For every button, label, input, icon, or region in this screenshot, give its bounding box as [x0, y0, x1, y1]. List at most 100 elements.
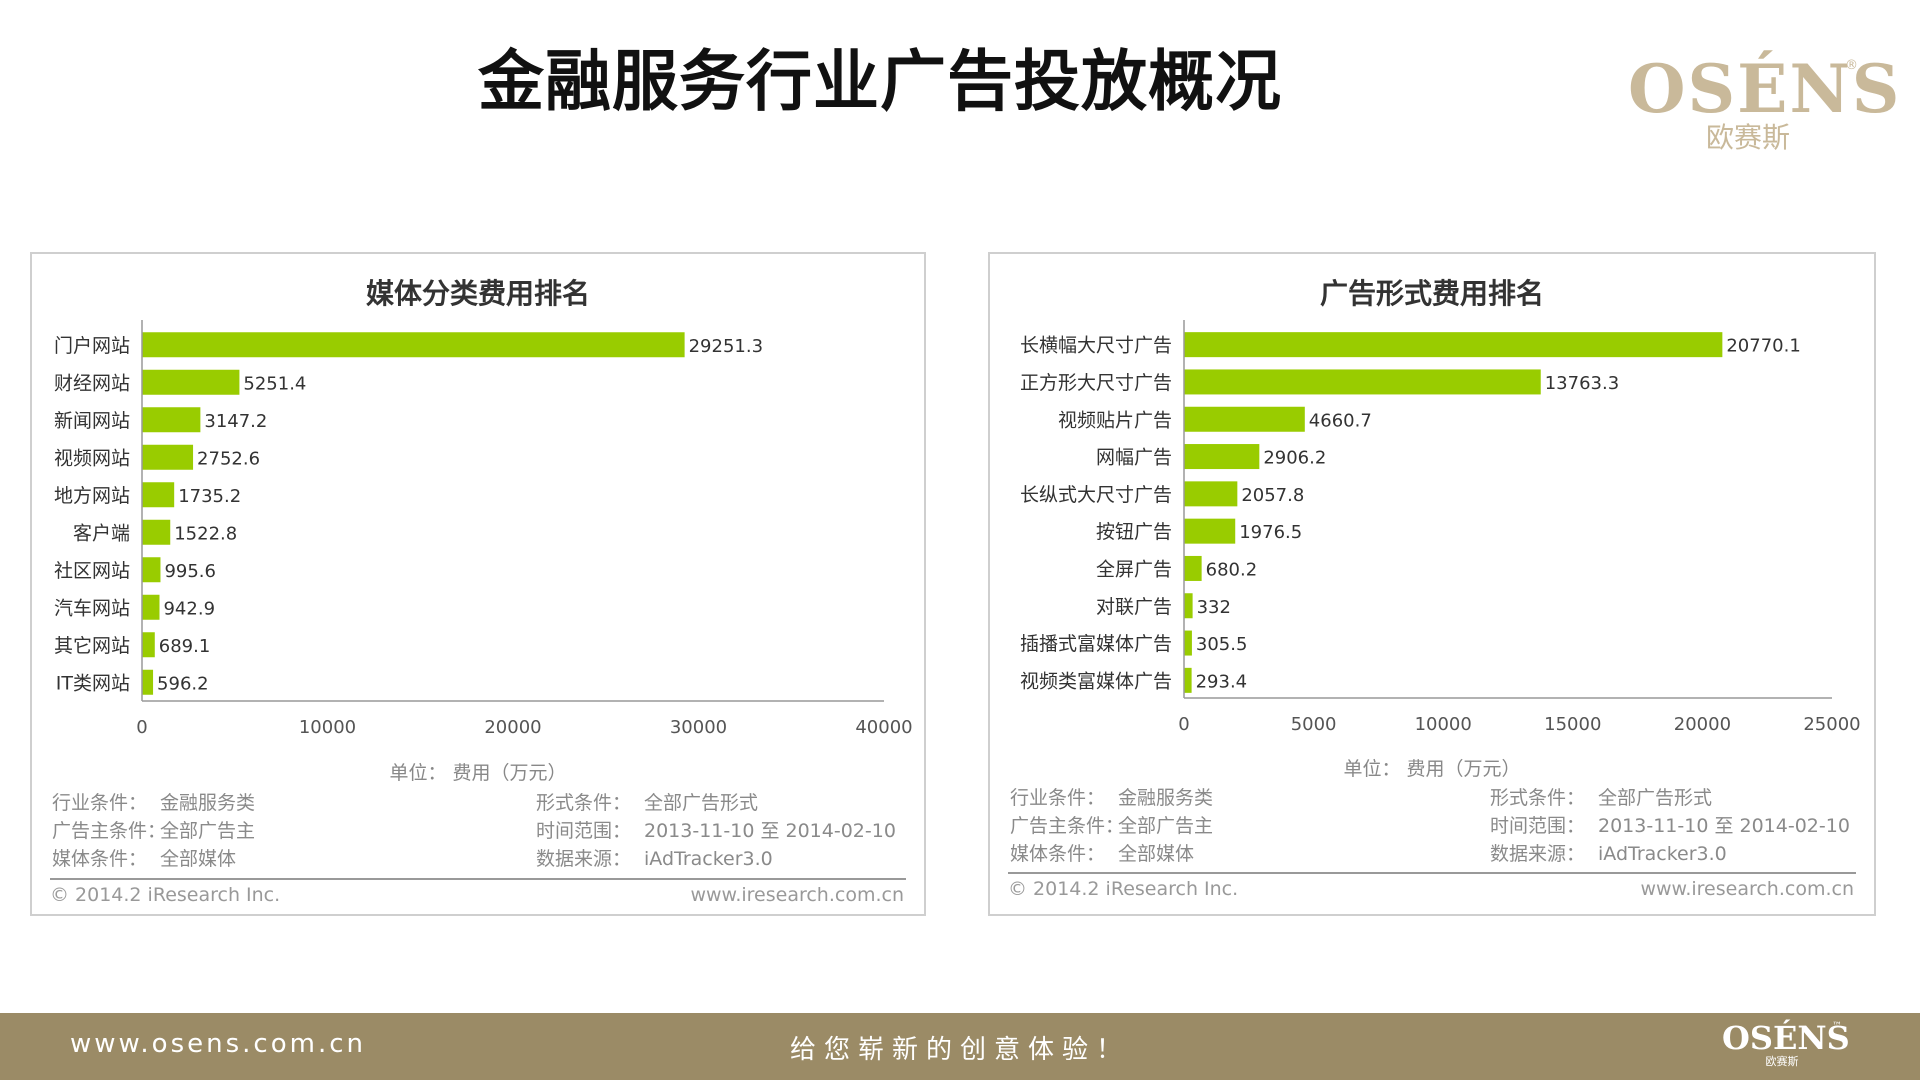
footer-website-link[interactable]: www.osens.com.cn: [70, 1029, 366, 1059]
footer-logo-subtitle: 欧赛斯: [1765, 1055, 1799, 1068]
bar: [1184, 555, 1202, 581]
bar: [1184, 444, 1260, 470]
category-label: 全屏广告: [1096, 558, 1172, 580]
chart-title: 广告形式费用排名: [1319, 277, 1544, 310]
category-label: 视频类富媒体广告: [1020, 670, 1172, 692]
x-tick-label: 0: [1178, 714, 1189, 735]
media-category-chart-panel: 媒体分类费用排名 门户网站 29251.3 财经网站 5251.4 新闻网站 3147.2…: [30, 252, 926, 916]
category-label: 长横幅大尺寸广告: [1020, 335, 1172, 357]
meta-row: 数据来源： iAdTracker3.0: [536, 848, 773, 870]
value-label: 4660.7: [1309, 410, 1372, 431]
divider: [1008, 872, 1856, 874]
x-tick-label: 10000: [299, 717, 356, 738]
meta-row: 时间范围： 2013-11-10 至 2014-02-10: [536, 820, 896, 842]
category-label: 插播式富媒体广告: [1020, 633, 1172, 655]
bar: [142, 332, 685, 358]
bar: [1184, 369, 1541, 395]
divider: [50, 878, 906, 880]
bar: [142, 632, 155, 658]
value-label: 5251.4: [243, 373, 306, 394]
unit-label: 单位： 费用（万元）: [1343, 758, 1521, 780]
value-label: 680.2: [1206, 559, 1258, 580]
meta-row: 形式条件： 全部广告形式: [1490, 787, 1713, 809]
value-label: 995.6: [164, 561, 216, 582]
bar: [142, 594, 160, 620]
bar: [1184, 630, 1192, 656]
logo-subtitle: 欧赛斯: [1705, 121, 1790, 154]
logo-mark: OSÉNS: [1628, 50, 1902, 128]
footer-bar: www.osens.com.cn 给您崭新的创意体验！ OSÉNS ™ 欧赛斯: [0, 1013, 1920, 1080]
meta-row: 时间范围： 2013-11-10 至 2014-02-10: [1490, 815, 1850, 837]
x-tick-label: 0: [136, 717, 147, 738]
category-label: 门户网站: [54, 335, 130, 357]
bar: [142, 407, 201, 433]
category-label: 长纵式大尺寸广告: [1020, 484, 1172, 506]
media-category-bar-chart: 门户网站 29251.3 财经网站 5251.4 新闻网站 3147.2 视频网站 2752.…: [54, 320, 913, 738]
source-site: www.iresearch.com.cn: [690, 884, 904, 906]
bar: [142, 669, 154, 695]
x-tick-label: 5000: [1291, 714, 1337, 735]
category-label: 视频贴片广告: [1058, 409, 1172, 431]
value-label: 2906.2: [1263, 448, 1326, 469]
x-tick-label: 10000: [1415, 714, 1472, 735]
footer-slogan: 给您崭新的创意体验！: [789, 1035, 1130, 1065]
category-label: 正方形大尺寸广告: [1020, 372, 1172, 394]
ad-format-bar-chart: 长横幅大尺寸广告 20770.1 正方形大尺寸广告 13763.3 视频贴片广告 4660…: [1020, 320, 1861, 735]
value-label: 305.5: [1196, 634, 1248, 655]
bar: [1184, 593, 1193, 619]
bar: [142, 519, 171, 545]
bar: [1184, 518, 1236, 544]
osens-logo: OSÉNS ® 欧赛斯: [1628, 50, 1902, 154]
meta-conditions-left: 行业条件： 金融服务类 广告主条件：全部广告主 媒体条件： 全部媒体: [52, 789, 255, 873]
meta-conditions-right: 形式条件： 全部广告形式 时间范围： 2013-11-10 至 2014-02-10…: [1490, 784, 1850, 868]
x-tick-label: 30000: [670, 717, 727, 738]
value-label: 29251.3: [689, 336, 763, 357]
category-label: 汽车网站: [54, 597, 130, 619]
footer-logo-mark: OSÉNS: [1722, 1019, 1850, 1057]
bar: [142, 482, 175, 508]
category-label: IT类网站: [56, 672, 130, 694]
value-label: 1976.5: [1239, 522, 1302, 543]
meta-row: 行业条件： 金融服务类: [52, 792, 256, 814]
category-label: 按钮广告: [1096, 521, 1172, 543]
meta-row: 广告主条件：全部广告主: [1010, 815, 1214, 837]
value-label: 1522.8: [174, 523, 237, 544]
value-label: 20770.1: [1726, 336, 1800, 357]
bar: [142, 369, 240, 395]
value-label: 942.9: [163, 598, 215, 619]
value-label: 3147.2: [204, 411, 267, 432]
trademark-icon: ™: [1832, 1021, 1842, 1032]
source-site: www.iresearch.com.cn: [1640, 878, 1854, 900]
bar: [1184, 481, 1238, 507]
value-label: 293.4: [1196, 671, 1248, 692]
bar: [142, 444, 194, 470]
category-label: 新闻网站: [54, 410, 130, 432]
value-label: 689.1: [159, 636, 211, 657]
x-tick-label: 20000: [1674, 714, 1731, 735]
meta-row: 形式条件： 全部广告形式: [536, 792, 759, 814]
registered-icon: ®: [1845, 58, 1858, 73]
bar: [1184, 332, 1723, 358]
category-label: 视频网站: [54, 447, 130, 469]
bar: [1184, 406, 1305, 432]
copyright: © 2014.2 iResearch Inc.: [1008, 878, 1239, 900]
chart-title: 媒体分类费用排名: [365, 277, 590, 310]
x-tick-label: 15000: [1544, 714, 1601, 735]
value-label: 1735.2: [178, 486, 241, 507]
bar: [142, 557, 161, 583]
footer-logo: OSÉNS ™ 欧赛斯: [1722, 1019, 1850, 1069]
unit-label: 单位： 费用（万元）: [389, 762, 567, 784]
category-label: 财经网站: [54, 372, 130, 394]
meta-row: 广告主条件：全部广告主: [52, 820, 256, 842]
meta-row: 媒体条件： 全部媒体: [52, 848, 237, 870]
value-label: 13763.3: [1545, 373, 1619, 394]
category-label: 社区网站: [54, 560, 130, 582]
page-title: 金融服务行业广告投放概况: [478, 43, 1282, 120]
copyright: © 2014.2 iResearch Inc.: [50, 884, 281, 906]
meta-conditions-right: 形式条件： 全部广告形式 时间范围： 2013-11-10 至 2014-02-10…: [536, 789, 896, 873]
ad-format-chart-panel: 广告形式费用排名 长横幅大尺寸广告 20770.1 正方形大尺寸广告 13763.3 视…: [988, 252, 1876, 916]
meta-row: 媒体条件： 全部媒体: [1010, 843, 1195, 865]
value-label: 596.2: [157, 673, 209, 694]
meta-row: 行业条件： 金融服务类: [1010, 787, 1214, 809]
category-label: 对联广告: [1096, 596, 1172, 618]
